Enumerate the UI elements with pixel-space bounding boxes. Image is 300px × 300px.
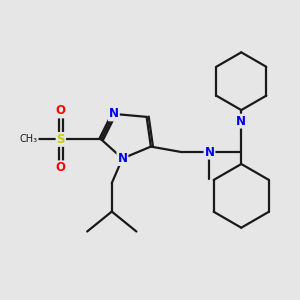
Text: N: N (117, 152, 128, 165)
Text: N: N (236, 115, 246, 128)
Text: N: N (204, 146, 214, 159)
Text: O: O (56, 104, 66, 117)
Text: CH₃: CH₃ (20, 134, 38, 144)
Text: S: S (57, 133, 65, 146)
Text: N: N (109, 107, 119, 120)
Text: O: O (56, 161, 66, 174)
